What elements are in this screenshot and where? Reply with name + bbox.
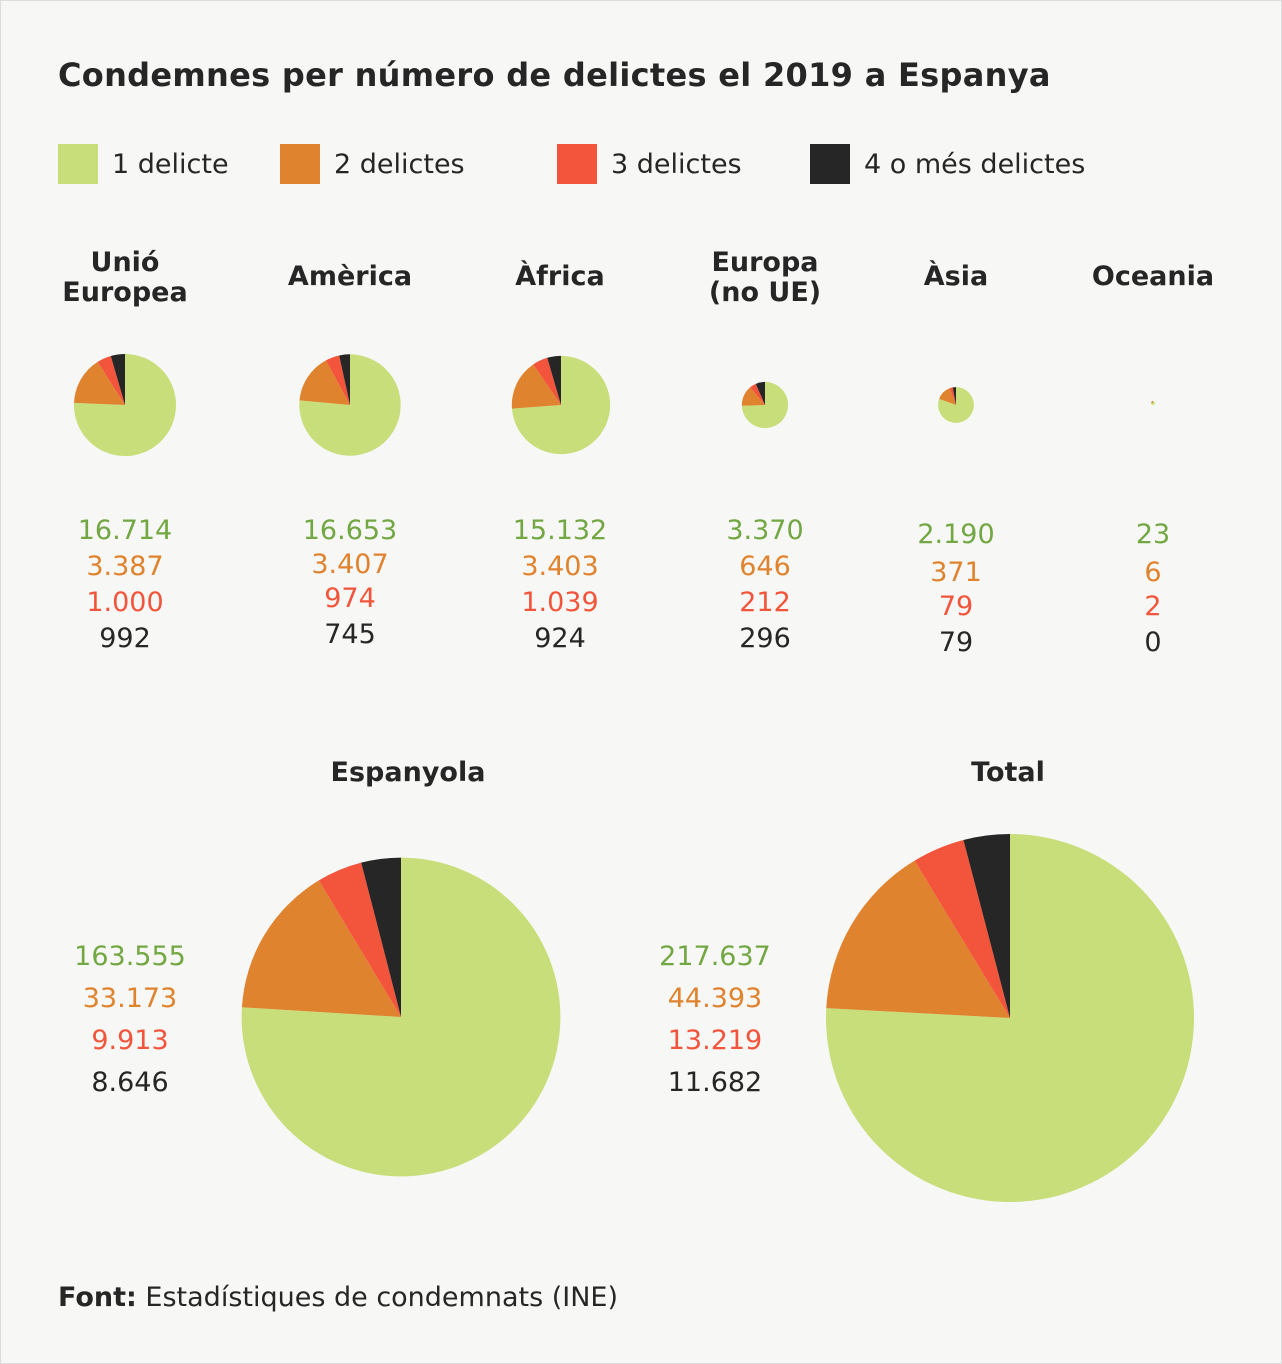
legend-label: 3 delictes: [611, 148, 742, 180]
legend-swatch: [280, 144, 320, 184]
data-label: 0: [1144, 627, 1162, 658]
data-label: 16.653: [302, 515, 398, 546]
group-title: Espanyola: [298, 758, 518, 788]
group-title-line: Europa: [711, 247, 819, 278]
pie-slice: [110, 353, 125, 405]
legend-item: 4 o més delictes: [810, 144, 1085, 184]
group-title-line: Europea: [62, 277, 188, 308]
data-label: 2.190: [917, 519, 995, 550]
pie-slice: [1152, 401, 1153, 403]
pie-slice: [533, 357, 561, 405]
source-label: Font:: [58, 1282, 137, 1313]
pie-slice: [939, 388, 956, 405]
pie-slice: [914, 839, 1010, 1018]
pie-slice: [949, 387, 956, 405]
pie-slice: [318, 862, 401, 1017]
data-label: 296: [739, 623, 791, 654]
pie-slice: [73, 353, 177, 457]
legend-label: 4 o més delictes: [864, 148, 1086, 180]
pie-slice: [325, 355, 350, 405]
data-label: 6: [1144, 557, 1162, 588]
legend-label: 2 delictes: [334, 148, 465, 180]
data-label: 924: [534, 623, 586, 654]
data-label: 646: [739, 551, 791, 582]
data-label: 79: [938, 591, 974, 622]
group-title: Àfrica: [450, 262, 670, 292]
data-label: 3.370: [726, 515, 804, 546]
legend-label: 1 delicte: [112, 148, 229, 180]
data-label: 15.132: [512, 515, 608, 546]
data-label: 992: [99, 623, 151, 654]
group-title-line: Àfrica: [515, 261, 605, 292]
chart-title: Condemnes per número de delictes el 2019…: [58, 56, 1051, 94]
legend-swatch: [557, 144, 597, 184]
data-label: 79: [938, 627, 974, 658]
group-title: Europa (no UE): [655, 248, 875, 308]
group-title-line: Unió: [90, 247, 160, 278]
legend-item: 2 delictes: [280, 144, 465, 184]
group-title-line: Amèrica: [287, 261, 413, 292]
group-title-line: Total: [971, 757, 1045, 788]
pie-slice: [952, 387, 956, 405]
group-title: Àsia: [846, 262, 1066, 292]
group-title: Total: [898, 758, 1118, 788]
legend-swatch: [58, 144, 98, 184]
group-title-line: Espanyola: [330, 757, 486, 788]
pie-slice: [97, 355, 125, 405]
data-label: 212: [739, 587, 791, 618]
group-title: Oceania: [1043, 262, 1263, 292]
group-title-line: Oceania: [1091, 261, 1215, 292]
pie-slice: [511, 364, 561, 409]
data-label: 9.913: [91, 1025, 169, 1056]
pie-slice: [938, 387, 974, 423]
data-label: 8.646: [91, 1067, 169, 1098]
data-label: 371: [930, 557, 982, 588]
data-label: 11.682: [667, 1067, 763, 1098]
pie-slice: [963, 834, 1010, 1018]
pie-slice: [755, 381, 765, 405]
pie-slice: [241, 880, 401, 1017]
pie-slice: [547, 355, 561, 405]
data-label: 1.000: [86, 587, 164, 618]
pie-slice: [299, 360, 350, 405]
pie-slice: [511, 355, 611, 455]
pie-slice: [1151, 401, 1155, 405]
data-label: 3.387: [86, 551, 164, 582]
data-label: 13.219: [667, 1025, 763, 1056]
pie-slice: [741, 381, 789, 429]
group-title: Unió Europea: [15, 248, 235, 308]
legend-item: 1 delicte: [58, 144, 229, 184]
data-label: 3.403: [521, 551, 599, 582]
pie-slice: [339, 354, 350, 405]
pie-slice: [826, 860, 1010, 1018]
data-label: 44.393: [667, 983, 763, 1014]
legend-item: 3 delictes: [557, 144, 742, 184]
data-label: 3.407: [311, 549, 389, 580]
pie-slice: [750, 383, 765, 405]
data-label: 217.637: [659, 941, 771, 972]
group-title-line: Àsia: [923, 261, 989, 292]
data-label: 974: [324, 583, 376, 614]
data-label: 33.173: [82, 983, 178, 1014]
pie-slice: [361, 857, 401, 1017]
pie-slice: [73, 361, 125, 405]
data-label: 163.555: [74, 941, 186, 972]
source-note: Font: Estadístiques de condemnats (INE): [58, 1282, 618, 1313]
data-label: 23: [1135, 519, 1171, 550]
group-title-line: (no UE): [708, 277, 822, 308]
data-label: 2: [1144, 591, 1162, 622]
pie-slice: [741, 387, 765, 406]
pie-slice: [1151, 401, 1153, 404]
data-label: 1.039: [521, 587, 599, 618]
source-text: Estadístiques de condemnats (INE): [145, 1282, 619, 1313]
group-title: Amèrica: [240, 262, 460, 292]
data-label: 745: [324, 619, 376, 650]
data-label: 16.714: [77, 515, 173, 546]
legend-swatch: [810, 144, 850, 184]
